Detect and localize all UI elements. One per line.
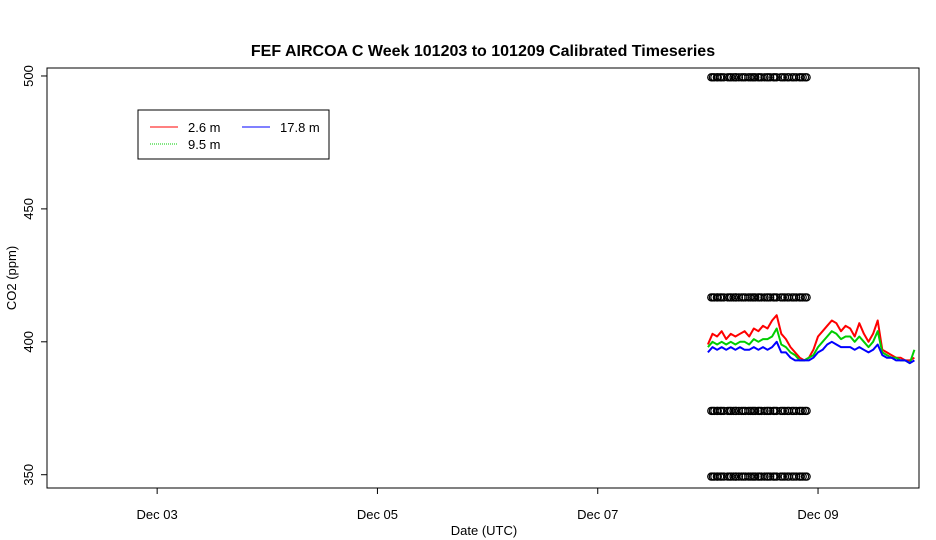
calibration-point — [802, 293, 811, 302]
y-tick-label: 450 — [21, 198, 36, 220]
calibration-point — [802, 472, 811, 481]
calibration-point — [713, 293, 723, 302]
calibration-point — [760, 73, 769, 82]
legend-label-2-6m: 2.6 m — [188, 120, 221, 135]
calibration-point — [792, 406, 801, 416]
plot-frame — [46, 67, 920, 489]
legend: 2.6 m 9.5 m 17.8 m — [137, 109, 330, 160]
calibration-point — [772, 73, 781, 82]
calibration-point — [772, 293, 781, 302]
x-tick-label: Dec 03 — [137, 507, 178, 522]
calibration-point — [734, 472, 744, 481]
y-tick-label: 400 — [21, 331, 36, 353]
calibration-point — [792, 73, 801, 82]
calibration-point — [760, 472, 769, 481]
legend-label-9-5m: 9.5 m — [188, 137, 221, 152]
calibration-point — [766, 406, 775, 416]
y-tick-label: 350 — [21, 464, 36, 486]
x-tick-label: Dec 05 — [357, 507, 398, 522]
calibration-point — [798, 73, 807, 82]
calibration-point — [802, 73, 811, 82]
calibration-point — [772, 472, 781, 481]
y-axis: 350 400 450 500 — [21, 65, 47, 486]
calibration-point — [751, 406, 760, 416]
calibration-point — [734, 406, 744, 416]
calibration-point — [802, 406, 811, 416]
calibration-point — [713, 406, 723, 416]
calibration-point — [717, 293, 726, 302]
calibration-point — [792, 472, 801, 481]
x-axis-label: Date (UTC) — [451, 523, 517, 538]
series-line-17-8-m — [707, 340, 915, 365]
calibration-point — [717, 73, 726, 82]
calibration-point — [717, 406, 726, 416]
series-layer — [706, 314, 916, 365]
calibration-point — [792, 293, 801, 302]
calibration-point — [798, 472, 807, 481]
calibration-point — [760, 406, 769, 416]
calibration-point — [751, 73, 760, 82]
calibration-point — [766, 472, 775, 481]
legend-label-17-8m: 17.8 m — [280, 120, 320, 135]
series-line-9-5-m — [707, 327, 916, 365]
calibration-point — [717, 472, 726, 481]
y-axis-label: CO2 (ppm) — [4, 246, 19, 310]
calibration-point — [713, 73, 723, 82]
x-tick-label: Dec 07 — [577, 507, 618, 522]
calibration-point — [734, 73, 744, 82]
x-tick-label: Dec 09 — [797, 507, 838, 522]
series-line-2-6-m — [706, 314, 915, 362]
calibration-points-layer — [707, 73, 811, 481]
calibration-point — [766, 73, 775, 82]
y-tick-label: 500 — [21, 65, 36, 87]
calibration-point — [734, 293, 744, 302]
calibration-point — [760, 293, 769, 302]
chart-title: FEF AIRCOA C Week 101203 to 101209 Calib… — [251, 43, 715, 60]
x-axis: Dec 03 Dec 05 Dec 07 Dec 09 — [137, 488, 839, 522]
legend-box — [137, 109, 330, 160]
calibration-point — [713, 472, 723, 481]
calibration-point — [798, 293, 807, 302]
calibration-point — [751, 472, 760, 481]
calibration-point — [798, 406, 807, 416]
calibration-point — [751, 293, 760, 302]
calibration-point — [766, 293, 775, 302]
calibration-point — [772, 406, 781, 416]
